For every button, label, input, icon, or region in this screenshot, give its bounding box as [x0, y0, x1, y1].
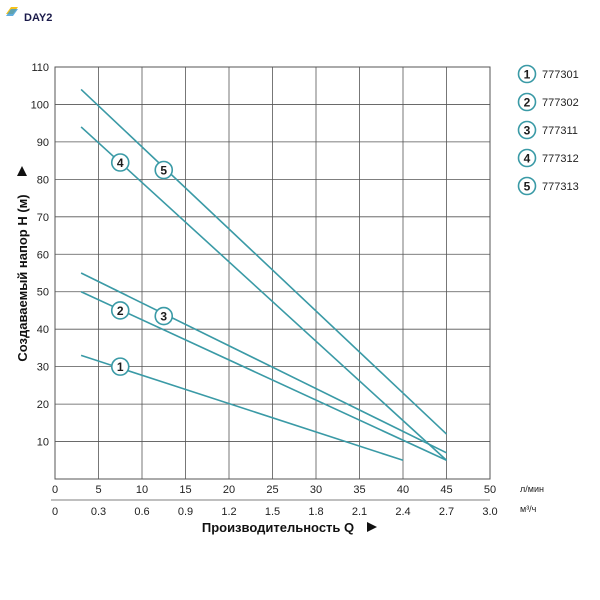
legend-marker-label: 2 [524, 95, 531, 109]
y-axis-label: Создаваемый напор H (м) [15, 194, 30, 361]
x2-tick-label: 2.1 [352, 506, 367, 518]
x-tick-label: 5 [95, 484, 101, 496]
chart-grid [54, 66, 491, 480]
series-lines [80, 88, 448, 462]
legend-series-name: 777302 [542, 97, 579, 109]
series-line-4 [80, 126, 448, 461]
logo-swoosh-blue-icon [6, 9, 18, 16]
y-tick-label: 70 [37, 212, 49, 224]
x2-tick-label: 0.9 [178, 506, 193, 518]
x2-axis-ticks: 0 0.3 0.6 0.9 1.2 1.5 1.8 2.1 2.4 2.7 3.0 [52, 506, 498, 518]
x-tick-label: 20 [223, 484, 235, 496]
series-marker-5: 5 [154, 160, 174, 180]
legend-marker-label: 1 [524, 67, 531, 81]
x-axis-title: Производительность Q [202, 520, 377, 535]
series-marker-2: 2 [110, 301, 130, 320]
y-axis-title: Создаваемый напор H (м) [15, 166, 30, 362]
x-tick-label: 10 [136, 484, 148, 496]
x-axis-ticks: 0 5 10 15 20 25 30 35 40 45 50 [51, 484, 496, 501]
legend-item: 2 777302 [517, 92, 579, 112]
y-tick-label: 60 [37, 249, 49, 261]
marker-label: 2 [117, 304, 124, 318]
legend-marker-label: 4 [524, 151, 531, 165]
x-tick-label: 25 [266, 484, 278, 496]
x2-tick-label: 1.5 [265, 506, 280, 518]
legend-marker-label: 3 [524, 123, 531, 137]
logo-text: DAY2 [24, 12, 52, 24]
series-markers: 1 2 3 4 5 [110, 153, 174, 376]
x-axis-arrow-icon [367, 522, 377, 532]
marker-circle [110, 357, 130, 376]
series-line-1 [80, 354, 404, 462]
x2-tick-label: 2.4 [395, 506, 410, 518]
y-tick-label: 20 [37, 399, 49, 411]
series-marker-1: 1 [110, 357, 130, 376]
legend-marker-circle [517, 148, 537, 168]
x-tick-label: 0 [52, 484, 58, 496]
marker-label: 4 [117, 156, 124, 170]
y-tick-label: 90 [37, 137, 49, 149]
marker-label: 5 [160, 163, 167, 177]
x2-tick-label: 0.3 [91, 506, 106, 518]
legend-marker-circle [517, 176, 537, 196]
logo-graphic: DAY2 [6, 7, 52, 24]
legend-item: 5 777313 [517, 176, 579, 196]
marker-label: 3 [160, 309, 167, 323]
x-tick-label: 35 [353, 484, 365, 496]
series-line-3 [80, 272, 447, 454]
x-tick-label: 50 [484, 484, 496, 496]
x2-tick-label: 1.2 [221, 506, 236, 518]
marker-circle [110, 153, 130, 172]
chart-legend: 1 777301 2 777302 3 777311 4 777312 5 777313 [517, 64, 579, 196]
y-tick-label: 80 [37, 174, 49, 186]
legend-item: 1 777301 [517, 64, 579, 84]
y-axis-ticks: 10 20 30 40 50 60 70 80 90 100 110 [31, 62, 49, 449]
x-tick-label: 40 [397, 484, 409, 496]
x2-tick-label: 3.0 [482, 506, 497, 518]
x-axis-label: Производительность Q [202, 520, 354, 535]
marker-circle [110, 301, 130, 320]
series-marker-3: 3 [154, 306, 174, 326]
legend-marker-label: 5 [524, 179, 531, 193]
y-tick-label: 30 [37, 362, 49, 374]
x-tick-label: 30 [310, 484, 322, 496]
legend-marker-circle [517, 120, 537, 140]
x2-tick-label: 0 [52, 506, 58, 518]
brand-logo: DAY2 [4, 4, 74, 28]
legend-series-name: 777311 [542, 125, 578, 137]
marker-circle [154, 160, 174, 180]
series-line-5 [80, 88, 448, 435]
x2-axis-unit: м³/ч [520, 504, 537, 514]
legend-item: 4 777312 [517, 148, 579, 168]
series-marker-4: 4 [110, 153, 130, 172]
legend-item: 3 777311 [517, 120, 578, 140]
marker-label: 1 [117, 360, 124, 374]
legend-series-name: 777301 [542, 69, 579, 81]
legend-series-name: 777312 [542, 153, 579, 165]
y-axis-arrow-icon [17, 166, 27, 176]
x2-tick-label: 1.8 [308, 506, 323, 518]
x-tick-label: 45 [440, 484, 452, 496]
legend-marker-circle [517, 92, 537, 112]
series-line-2 [80, 291, 447, 461]
y-tick-label: 100 [31, 99, 49, 111]
legend-series-name: 777313 [542, 181, 579, 193]
x-axis-unit: л/мин [520, 484, 544, 494]
marker-circle [154, 306, 174, 326]
x2-tick-label: 2.7 [439, 506, 454, 518]
y-tick-label: 40 [37, 324, 49, 336]
x2-tick-label: 0.6 [134, 506, 149, 518]
legend-marker-circle [517, 64, 537, 84]
y-tick-label: 110 [31, 62, 49, 74]
y-tick-label: 50 [37, 287, 49, 299]
y-tick-label: 10 [37, 437, 49, 449]
x-tick-label: 15 [179, 484, 191, 496]
